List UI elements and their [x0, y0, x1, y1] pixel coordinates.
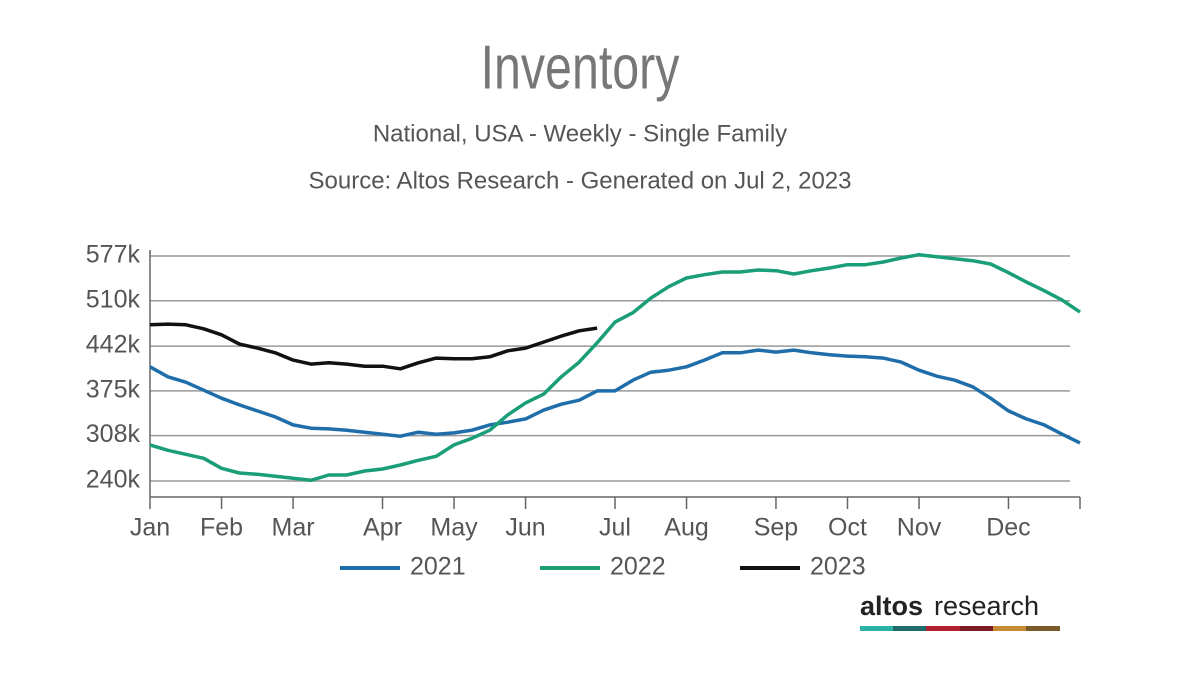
x-tick-label: Apr — [363, 514, 402, 542]
y-tick-label: 510k — [86, 285, 141, 313]
logo-bold: altos — [860, 591, 923, 621]
x-tick-label: Feb — [200, 514, 243, 542]
x-tick-label: Jul — [599, 514, 631, 542]
chart-source: Source: Altos Research - Generated on Ju… — [309, 167, 852, 194]
legend-label: 2021 — [410, 553, 466, 581]
logo-stripe — [960, 626, 993, 631]
y-tick-label: 308k — [86, 420, 141, 448]
logo-stripe — [1026, 626, 1060, 631]
x-tick-label: Aug — [664, 514, 708, 542]
logo-light: research — [934, 591, 1039, 621]
x-tick-label: Nov — [897, 514, 942, 542]
x-tick-label: May — [430, 514, 478, 542]
x-tick-label: Sep — [754, 514, 798, 542]
logo-stripe — [893, 626, 926, 631]
x-tick-label: Jan — [130, 514, 170, 542]
series-line — [149, 252, 1081, 483]
chart-title: Inventory — [481, 33, 680, 102]
chart-subtitle: National, USA - Weekly - Single Family — [373, 120, 787, 147]
series-line — [149, 322, 598, 371]
x-tick-label: Dec — [986, 514, 1030, 542]
x-tick-label: Mar — [272, 514, 315, 542]
y-tick-label: 577k — [86, 241, 141, 269]
x-tick-label: Jun — [505, 514, 545, 542]
logo-stripe — [926, 626, 960, 631]
series-line — [149, 348, 1081, 445]
y-tick-label: 240k — [86, 466, 141, 494]
logo-stripe — [993, 626, 1026, 631]
y-tick-label: 375k — [86, 375, 141, 403]
legend-label: 2022 — [610, 553, 666, 581]
legend-label: 2023 — [810, 553, 866, 581]
logo-stripe — [860, 626, 893, 631]
y-tick-label: 442k — [86, 331, 141, 359]
x-tick-label: Oct — [828, 514, 867, 542]
logo: altos research — [860, 591, 1060, 631]
